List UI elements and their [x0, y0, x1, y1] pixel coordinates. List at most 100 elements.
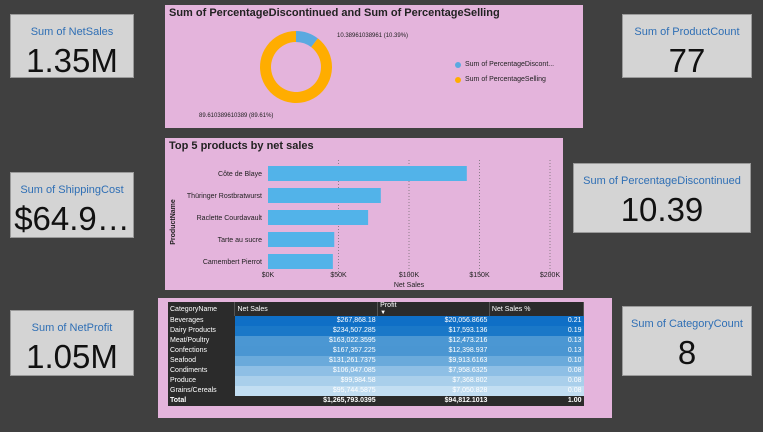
cell-profit: $9,913.6163 — [377, 356, 490, 366]
matrix-panel[interactable]: CategoryName Net Sales Profit ▼ Net Sales… — [158, 298, 612, 418]
cell-category: Grains/Cereals — [168, 386, 235, 396]
x-axis-label: Net Sales — [394, 282, 425, 289]
x-tick-label: $150K — [469, 272, 490, 279]
column-header-net-sales[interactable]: Net Sales — [234, 302, 379, 316]
card-value: 77 — [668, 42, 706, 79]
cell-net-sales: $234,507.285 — [234, 326, 378, 336]
card-net-sales[interactable]: Sum of NetSales 1.35M — [10, 14, 134, 79]
cell-profit: $7,050.828 — [377, 386, 490, 396]
card-value: 1.05M — [26, 338, 118, 375]
cell-net-sales-pct: 0.13 — [489, 336, 584, 346]
cell-net-sales-pct: 0.08 — [489, 386, 584, 396]
cell-net-sales-pct: 0.19 — [489, 326, 584, 336]
column-header-net-sales-pct[interactable]: Net Sales % — [489, 302, 585, 316]
cell-category: Dairy Products — [168, 326, 235, 336]
cell-net-sales: $131,261.7375 — [234, 356, 378, 366]
cell-category: Meat/Poultry — [168, 336, 235, 346]
x-tick-label: $0K — [262, 272, 275, 279]
cell-net-sales: $99,984.58 — [234, 376, 378, 386]
card-label: Sum of ProductCount — [634, 26, 740, 38]
cell-category: Beverages — [168, 316, 235, 326]
column-header-label: Profit — [380, 302, 397, 309]
cell-profit: $17,593.136 — [377, 326, 490, 336]
card-value: 10.39 — [620, 191, 704, 228]
bar[interactable] — [268, 166, 467, 181]
x-tick-label: $100K — [399, 272, 420, 279]
bar[interactable] — [268, 254, 333, 269]
cell-profit: $12,398.937 — [377, 346, 490, 356]
donut-label-large: 89.610389610389 (89.61%) — [199, 113, 273, 119]
table-row[interactable]: Produce $99,984.58 $7,368.802 0.08 — [168, 376, 584, 386]
card-label: Sum of NetSales — [30, 26, 114, 38]
card-value: 8 — [677, 334, 697, 371]
cell-profit: $20,056.8665 — [377, 316, 490, 326]
x-tick-label: $50K — [330, 272, 347, 279]
legend-item-discontinued[interactable]: Sum of PercentageDiscont... — [455, 61, 554, 68]
table-row[interactable]: Seafood $131,261.7375 $9,913.6163 0.10 — [168, 356, 584, 366]
cell-total-pct: 1.00 — [489, 396, 584, 406]
y-tick-label: Raclette Courdavault — [197, 215, 262, 222]
card-label: Sum of CategoryCount — [631, 318, 743, 330]
total-row: Total $1,265,793.0395 $94,812.1013 1.00 — [168, 396, 584, 406]
bar[interactable] — [268, 232, 335, 247]
cell-profit: $7,368.802 — [377, 376, 490, 386]
table-row[interactable]: Dairy Products $234,507.285 $17,593.136 0.1… — [168, 326, 584, 336]
cell-total-label: Total — [168, 396, 235, 406]
table-row[interactable]: Meat/Poultry $163,022.3595 $12,473.216 0.13 — [168, 336, 584, 346]
y-tick-label: Thüringer Rostbratwurst — [187, 193, 262, 200]
cell-net-sales: $267,868.18 — [234, 316, 378, 326]
legend-dot-discontinued — [455, 61, 461, 68]
card-label: Sum of NetProfit — [31, 322, 113, 334]
x-tick-label: $200K — [540, 272, 561, 279]
donut-chart-panel[interactable]: Sum of PercentageDiscontinued and Sum of… — [165, 5, 583, 128]
cell-net-sales-pct: 0.08 — [489, 366, 584, 376]
bar[interactable] — [268, 210, 369, 225]
legend-item-selling[interactable]: Sum of PercentageSelling — [455, 76, 546, 83]
category-matrix: CategoryName Net Sales Profit ▼ Net Sales… — [168, 302, 585, 406]
cell-profit: $12,473.216 — [377, 336, 490, 346]
table-row[interactable]: Grains/Cereals $95,744.5875 $7,050.828 0.08 — [168, 386, 584, 396]
cell-category: Condiments — [168, 366, 235, 376]
card-value: 1.35M — [26, 42, 118, 79]
y-tick-label: Côte de Blaye — [218, 171, 262, 178]
card-label: Sum of ShippingCost — [20, 184, 124, 196]
column-header-profit[interactable]: Profit ▼ — [377, 302, 490, 316]
card-label: Sum of PercentageDiscontinued — [583, 175, 741, 187]
y-tick-label: Camembert Pierrot — [203, 259, 262, 266]
cell-total-profit: $94,812.1013 — [377, 396, 490, 406]
legend-dot-selling — [455, 76, 461, 83]
donut-slice-discontinued[interactable] — [296, 31, 318, 48]
bar-chart: $0K $50K $100K $150K $200K Côte de Blaye Thüri… — [170, 160, 561, 289]
card-product-count[interactable]: Sum of ProductCount 77 — [622, 14, 752, 79]
cell-net-sales: $163,022.3595 — [234, 336, 378, 346]
bar[interactable] — [268, 188, 381, 203]
bar-chart-panel[interactable]: Top 5 products by net sales $0K $50K $100K… — [165, 138, 563, 290]
table-row[interactable]: Beverages $267,868.18 $20,056.8665 0.21 — [168, 316, 584, 326]
card-net-profit[interactable]: Sum of NetProfit 1.05M — [10, 310, 134, 376]
cell-category: Seafood — [168, 356, 235, 366]
legend-label: Sum of PercentageSelling — [465, 76, 546, 83]
sort-descending-icon: ▼ — [380, 310, 387, 316]
legend-label: Sum of PercentageDiscont... — [465, 61, 555, 68]
cell-category: Produce — [168, 376, 235, 386]
cell-net-sales-pct: 0.10 — [489, 356, 584, 366]
column-header-category[interactable]: CategoryName — [168, 302, 236, 316]
cell-total-sales: $1,265,793.0395 — [234, 396, 378, 406]
card-percentage-discontinued[interactable]: Sum of PercentageDiscontinued 10.39 — [573, 163, 751, 233]
donut-chart: 10.38961038961 (10.39%) 89.610389610389 … — [199, 30, 408, 119]
cell-net-sales-pct: 0.13 — [489, 346, 584, 356]
card-value: $64.9… — [14, 200, 130, 237]
table-row[interactable]: Condiments $106,047.085 $7,958.6325 0.08 — [168, 366, 584, 376]
card-category-count[interactable]: Sum of CategoryCount 8 — [622, 306, 752, 376]
cell-net-sales: $95,744.5875 — [234, 386, 378, 396]
table-row[interactable]: Confections $167,357.225 $12,398.937 0.13 — [168, 346, 584, 356]
bar-chart-title: Top 5 products by net sales — [169, 140, 314, 152]
card-shipping-cost[interactable]: Sum of ShippingCost $64.9… — [10, 172, 134, 238]
donut-slice-selling[interactable] — [260, 30, 332, 103]
donut-label-small: 10.38961038961 (10.39%) — [337, 33, 408, 39]
cell-net-sales: $167,357.225 — [234, 346, 378, 356]
cell-profit: $7,958.6325 — [377, 366, 490, 376]
cell-category: Confections — [168, 346, 235, 356]
cell-net-sales-pct: 0.08 — [489, 376, 584, 386]
cell-net-sales-pct: 0.21 — [489, 316, 584, 326]
